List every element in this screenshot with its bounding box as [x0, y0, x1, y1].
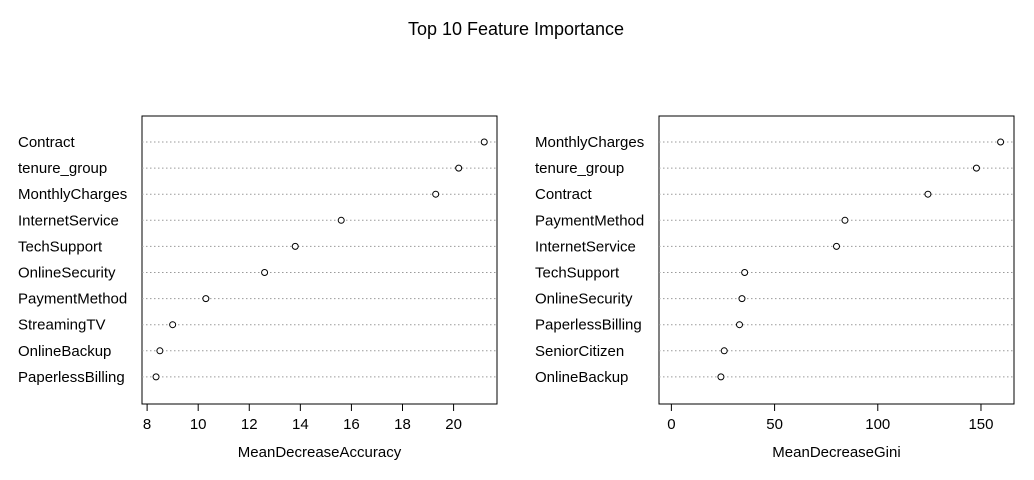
feature-label: PaymentMethod — [18, 291, 127, 308]
x-tick-label: 100 — [865, 416, 890, 433]
data-point — [924, 190, 932, 198]
x-tick-label: 20 — [445, 416, 462, 433]
data-point — [997, 138, 1005, 146]
data-point — [291, 242, 299, 250]
x-tick-label: 8 — [143, 416, 151, 433]
x-tick-label: 14 — [292, 416, 309, 433]
data-point — [720, 347, 728, 355]
feature-label: InternetService — [18, 212, 119, 229]
data-point — [455, 164, 463, 172]
data-point — [152, 373, 160, 381]
feature-label: SeniorCitizen — [535, 343, 624, 360]
feature-label: OnlineBackup — [535, 369, 628, 386]
feature-label: PaymentMethod — [535, 212, 644, 229]
data-point — [738, 295, 746, 303]
feature-label: PaperlessBilling — [535, 317, 642, 334]
data-point — [202, 295, 210, 303]
plot-frame — [658, 115, 1015, 405]
data-point — [432, 190, 440, 198]
feature-label: OnlineSecurity — [535, 291, 633, 308]
feature-label: InternetService — [535, 238, 636, 255]
feature-label: Contract — [535, 186, 593, 203]
feature-label: tenure_group — [18, 160, 107, 177]
x-tick-label: 16 — [343, 416, 360, 433]
x-tick-label: 18 — [394, 416, 411, 433]
x-tick-label: 0 — [667, 416, 675, 433]
x-tick-label: 50 — [766, 416, 783, 433]
feature-label: MonthlyCharges — [535, 134, 644, 151]
data-point — [741, 269, 749, 276]
plot-frame — [141, 115, 498, 405]
feature-label: TechSupport — [535, 265, 620, 282]
data-point — [735, 321, 743, 329]
x-tick-label: 150 — [968, 416, 993, 433]
feature-label: tenure_group — [535, 160, 624, 177]
data-point — [841, 216, 849, 224]
x-axis-label: MeanDecreaseGini — [772, 444, 900, 461]
data-point — [717, 373, 725, 381]
x-tick-label: 12 — [241, 416, 258, 433]
feature-label: MonthlyCharges — [18, 186, 127, 203]
data-point — [972, 164, 980, 172]
data-point — [169, 321, 177, 329]
accuracy-panel: Contract tenure_group MonthlyCharges Intern… — [18, 115, 498, 461]
data-point — [156, 347, 164, 355]
feature-label: StreamingTV — [18, 317, 106, 334]
x-axis-label: MeanDecreaseAccuracy — [238, 444, 402, 461]
chart-title: Top 10 Feature Importance — [408, 19, 624, 39]
gini-panel: MonthlyCharges tenure_group Contract Paymen… — [535, 115, 1015, 461]
feature-label: PaperlessBilling — [18, 369, 125, 386]
feature-label: OnlineSecurity — [18, 265, 116, 282]
data-point — [833, 242, 840, 250]
data-point — [337, 216, 345, 224]
feature-label: TechSupport — [18, 238, 103, 255]
feature-label: OnlineBackup — [18, 343, 111, 360]
data-point — [480, 138, 488, 146]
data-point — [261, 269, 269, 276]
x-tick-label: 10 — [190, 416, 207, 433]
feature-label: Contract — [18, 134, 76, 151]
